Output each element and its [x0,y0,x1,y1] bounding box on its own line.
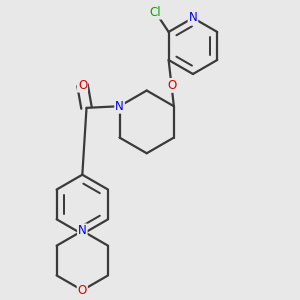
Text: O: O [167,79,176,92]
Text: O: O [78,79,87,92]
Text: N: N [188,11,197,24]
Text: O: O [78,284,87,297]
Text: Cl: Cl [150,6,161,19]
Text: N: N [78,224,87,237]
Text: N: N [115,100,124,113]
